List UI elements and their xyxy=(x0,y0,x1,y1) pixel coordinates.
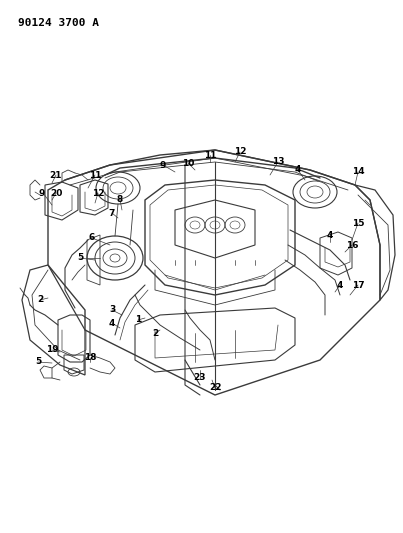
Text: 10: 10 xyxy=(182,158,194,167)
Text: 15: 15 xyxy=(352,219,364,228)
Text: 19: 19 xyxy=(46,345,58,354)
Text: 20: 20 xyxy=(50,189,62,198)
Text: 22: 22 xyxy=(209,384,221,392)
Text: 21: 21 xyxy=(50,171,62,180)
Text: 14: 14 xyxy=(352,167,364,176)
Text: 11: 11 xyxy=(204,150,216,159)
Text: 4: 4 xyxy=(337,280,343,289)
Text: 3: 3 xyxy=(109,305,115,314)
Text: 11: 11 xyxy=(89,171,101,180)
Text: 4: 4 xyxy=(295,166,301,174)
Text: 2: 2 xyxy=(152,328,158,337)
Text: 5: 5 xyxy=(77,254,83,262)
Text: 5: 5 xyxy=(35,358,41,367)
Text: 23: 23 xyxy=(194,374,206,383)
Text: 4: 4 xyxy=(109,319,115,327)
Text: 2: 2 xyxy=(37,295,43,304)
Text: 16: 16 xyxy=(346,240,358,249)
Text: 90124 3700 A: 90124 3700 A xyxy=(18,18,99,28)
Text: 18: 18 xyxy=(84,353,96,362)
Text: 12: 12 xyxy=(92,189,104,198)
Text: 13: 13 xyxy=(272,157,284,166)
Text: 9: 9 xyxy=(160,160,166,169)
Text: 9: 9 xyxy=(39,189,45,198)
Text: 7: 7 xyxy=(109,208,115,217)
Text: 17: 17 xyxy=(352,280,364,289)
Text: 6: 6 xyxy=(89,233,95,243)
Text: 1: 1 xyxy=(135,316,141,325)
Text: 12: 12 xyxy=(234,148,246,157)
Text: 8: 8 xyxy=(117,196,123,205)
Text: 4: 4 xyxy=(327,230,333,239)
